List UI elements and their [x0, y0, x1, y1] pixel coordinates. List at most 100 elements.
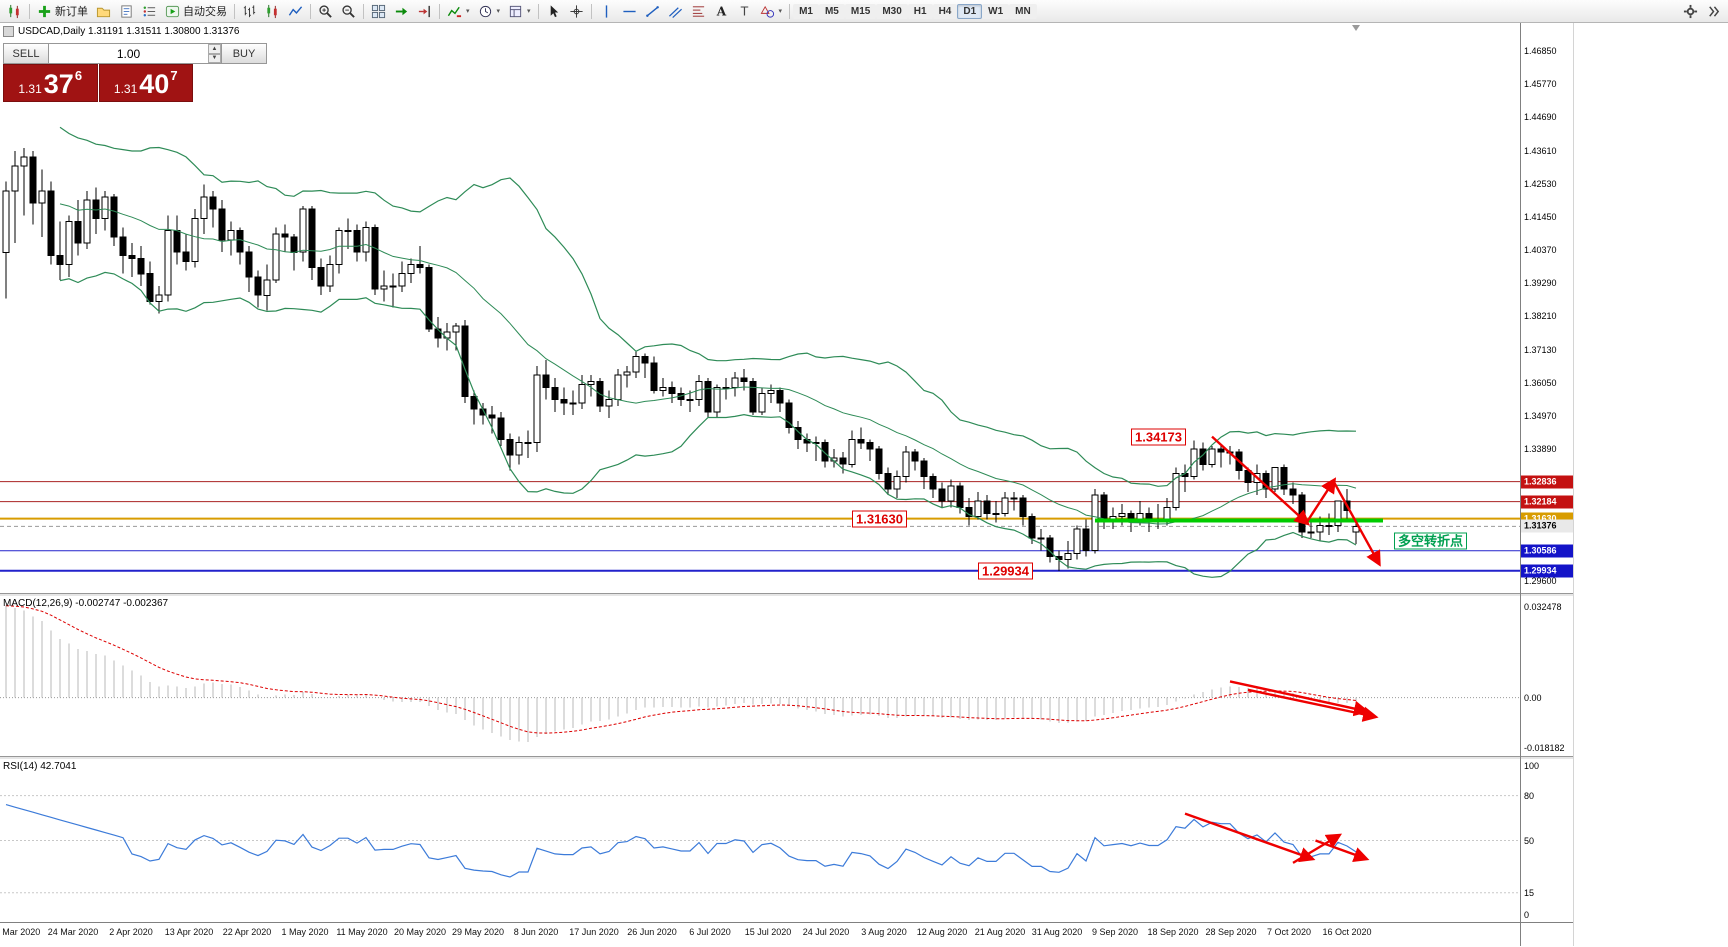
date-label: 15 Jul 2020 — [744, 927, 792, 937]
trend-arrow[interactable] — [1292, 833, 1343, 864]
timeframe-h4-button[interactable]: H4 — [932, 3, 958, 19]
candlestick-chart-icon[interactable] — [261, 2, 284, 21]
timeframe-mn-button[interactable]: MN — [1009, 3, 1037, 19]
market-watch-icon[interactable] — [138, 2, 161, 21]
date-label: 31 Aug 2020 — [1031, 927, 1083, 937]
text-label-icon[interactable]: T — [733, 2, 756, 21]
auto-scroll-icon[interactable] — [390, 2, 413, 21]
indicators-icon[interactable]: ▾ — [443, 2, 474, 21]
vertical-line-icon[interactable] — [595, 2, 618, 21]
chart-shift-marker[interactable] — [1352, 25, 1360, 31]
buy-price-pips: 40 — [139, 69, 170, 100]
svg-text:T: T — [739, 4, 748, 18]
trend-arrow[interactable] — [1184, 812, 1316, 863]
chart-header: USDCAD,Daily 1.31191 1.31511 1.30800 1.3… — [3, 26, 239, 37]
buy-price-display[interactable]: 1.31 40 7 — [98, 64, 193, 102]
tile-windows-icon[interactable] — [367, 2, 390, 21]
sell-price-display[interactable]: 1.31 37 6 — [3, 64, 98, 102]
new-order-button[interactable]: 新订单 — [33, 2, 92, 21]
candlesticks — [2, 147, 1360, 571]
volume-input[interactable] — [49, 44, 208, 63]
price-tick: 1.29600 — [1524, 576, 1557, 587]
price-axis-column[interactable]: 1.46850 1.45770 1.44690 1.43610 1.42530 1.414… — [1520, 23, 1573, 946]
toolbar-gear-icon[interactable] — [1679, 2, 1702, 21]
price-tick: 1.34970 — [1524, 411, 1557, 421]
timeframe-d1-button[interactable]: D1 — [957, 3, 983, 19]
timeframe-h1-button[interactable]: H1 — [907, 3, 933, 19]
panel-divider[interactable] — [0, 593, 1520, 596]
date-label: 3 Aug 2020 — [861, 927, 907, 937]
macd-label: MACD(12,26,9) -0.002747 -0.002367 — [3, 598, 169, 609]
volume-up-button[interactable]: ▲ — [208, 44, 221, 54]
macd-signal-line — [5, 605, 1357, 734]
chart-context-icon[interactable] — [3, 26, 14, 37]
trend-arrow[interactable] — [1305, 477, 1337, 524]
rsi-scale[interactable]: 100 80 50 15 0 — [1521, 759, 1573, 922]
date-label: 9 Sep 2020 — [1091, 927, 1139, 937]
bar-chart-icon[interactable] — [238, 2, 261, 21]
rsi-canvas[interactable] — [0, 759, 1520, 922]
auto-trading-button[interactable]: 自动交易 — [161, 2, 231, 21]
date-label: 16 Oct 2020 — [1322, 927, 1372, 937]
timeframe-w1-button[interactable]: W1 — [982, 3, 1010, 19]
panel-divider — [1521, 756, 1573, 759]
panel-divider[interactable] — [0, 756, 1520, 759]
main-chart-canvas[interactable] — [0, 23, 1520, 593]
macd-tick: -0.018182 — [1524, 743, 1565, 754]
charts-window-icon[interactable] — [3, 2, 26, 21]
main-chart-panel[interactable]: USDCAD,Daily 1.31191 1.31511 1.30800 1.3… — [0, 23, 1520, 593]
sell-price-point: 6 — [74, 68, 83, 83]
sell-button[interactable]: SELL — [3, 43, 49, 64]
trend-arrow[interactable] — [1315, 839, 1370, 863]
price-tick: 1.44690 — [1524, 112, 1557, 123]
shapes-icon[interactable]: ▾ — [756, 2, 787, 21]
horizontal-line-icon[interactable] — [618, 2, 641, 21]
buy-button[interactable]: BUY — [221, 43, 267, 64]
timeframe-m1-button[interactable]: M1 — [793, 3, 819, 19]
trendline-icon[interactable] — [641, 2, 664, 21]
rsi-label: RSI(14) 42.7041 — [3, 761, 77, 772]
timeframe-m30-button[interactable]: M30 — [876, 3, 908, 19]
templates-icon[interactable]: ▾ — [504, 2, 535, 21]
zoom-in-icon[interactable] — [314, 2, 337, 21]
macd-panel[interactable]: MACD(12,26,9) -0.002747 -0.002367 — [0, 596, 1520, 756]
trend-arrow[interactable] — [1211, 435, 1310, 526]
cursor-icon[interactable] — [542, 2, 565, 21]
date-axis[interactable]: 13 Mar 2020 24 Mar 2020 2 Apr 2020 13 Apr 2… — [0, 922, 1520, 946]
data-window-icon[interactable] — [115, 2, 138, 21]
line-chart-icon[interactable] — [284, 2, 307, 21]
chevron-down-icon: ▾ — [527, 8, 531, 15]
timeframe-m15-button[interactable]: M15 — [844, 3, 877, 19]
turning-point-annotation[interactable]: 多空转折点 — [1394, 532, 1468, 550]
zoom-out-icon[interactable] — [337, 2, 360, 21]
channel-icon[interactable] — [664, 2, 687, 21]
rsi-panel[interactable]: RSI(14) 42.7041 — [0, 759, 1520, 922]
rsi-tick: 100 — [1524, 760, 1540, 771]
price-tick: 1.46850 — [1524, 45, 1557, 56]
crosshair-icon[interactable] — [565, 2, 588, 21]
main-price-scale[interactable]: 1.46850 1.45770 1.44690 1.43610 1.42530 1.414… — [1521, 23, 1573, 593]
scale-corner — [1521, 922, 1573, 946]
level-price-annotation[interactable]: 1.31630 — [852, 510, 907, 528]
auto-trading-button-label: 自动交易 — [183, 6, 227, 18]
volume-down-button[interactable]: ▼ — [208, 53, 221, 63]
trend-arrow[interactable] — [1247, 688, 1379, 722]
periods-icon[interactable]: ▾ — [474, 2, 505, 21]
toolbar-separator — [310, 3, 311, 19]
fibonacci-icon[interactable] — [687, 2, 710, 21]
text-icon[interactable]: A — [710, 2, 733, 21]
macd-scale[interactable]: 0.032478 0.00 -0.018182 — [1521, 596, 1573, 756]
new-order-button-label: 新订单 — [55, 6, 88, 18]
date-label: 6 Jul 2020 — [689, 927, 731, 937]
sell-price-major: 1.31 — [18, 82, 42, 97]
chart-shift-icon[interactable] — [413, 2, 436, 21]
trend-arrow[interactable] — [1229, 680, 1370, 717]
low-price-annotation[interactable]: 1.29934 — [978, 562, 1033, 580]
rsi-tick: 15 — [1524, 887, 1535, 898]
trend-arrow[interactable] — [1332, 480, 1381, 567]
chart-profiles-icon[interactable] — [92, 2, 115, 21]
macd-canvas[interactable] — [0, 596, 1520, 756]
toolbar-overflow-icon[interactable] — [1702, 2, 1725, 21]
high-price-annotation[interactable]: 1.34173 — [1131, 428, 1186, 446]
timeframe-m5-button[interactable]: M5 — [818, 3, 845, 19]
